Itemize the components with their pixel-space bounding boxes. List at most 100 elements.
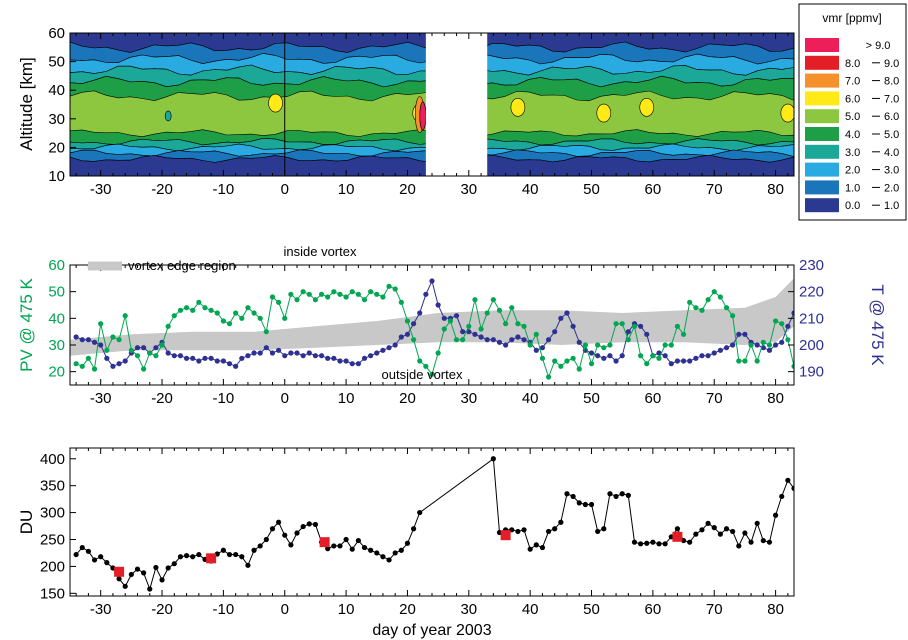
x-tick-label: 0: [281, 601, 289, 618]
pv-point: [417, 358, 423, 364]
pv-point: [748, 342, 754, 348]
temperature-point: [466, 329, 472, 335]
ozone-point: [588, 501, 595, 508]
pv-point: [368, 289, 374, 295]
ozone-point: [147, 586, 153, 592]
temperature-point: [723, 345, 730, 351]
pv-point: [662, 342, 668, 348]
temperature-point: [754, 342, 760, 348]
pv-point: [337, 291, 343, 297]
pv-point: [220, 318, 226, 324]
pv-point: [607, 342, 613, 348]
pv-point: [208, 307, 214, 313]
pv-point: [263, 329, 269, 335]
ozone-point: [760, 537, 766, 544]
pv-point: [91, 366, 98, 372]
x-tick-label: 10: [338, 601, 355, 618]
ozone-point: [294, 530, 300, 536]
temperature-point: [668, 361, 674, 367]
pv-point: [361, 297, 368, 303]
y-tick-label: 350: [40, 478, 65, 495]
ozone-point: [545, 528, 552, 535]
ozone-point: [607, 491, 613, 497]
pv-point: [644, 361, 650, 367]
pv-point: [196, 299, 202, 305]
pv-point: [349, 289, 355, 295]
ozone-point: [779, 493, 785, 500]
y-tick-label: 10: [48, 168, 65, 185]
ozone-point: [337, 543, 343, 549]
ozone-point: [785, 477, 791, 483]
ozone-point: [196, 551, 202, 558]
ozone-point: [711, 525, 717, 531]
temperature-point: [503, 342, 509, 348]
pv-point: [288, 291, 294, 297]
pv-point: [226, 321, 233, 327]
temperature-point: [687, 358, 693, 364]
temperature-point: [533, 347, 539, 353]
ozone-point: [662, 541, 668, 547]
x-tick-label: 70: [706, 601, 723, 618]
y-tick-label: 20: [48, 364, 65, 381]
pv-point: [484, 310, 490, 316]
pv-point: [165, 323, 171, 329]
pv-temperature-series: [73, 278, 794, 380]
temperature-point: [282, 353, 288, 359]
pv-point: [141, 366, 147, 372]
temperature-point: [607, 353, 613, 359]
pv-point: [392, 286, 398, 292]
y-tick-label: 210: [799, 310, 824, 327]
ozone-point: [257, 543, 263, 549]
legend-swatch: [805, 109, 839, 124]
ozone-point: [748, 539, 754, 545]
panel2-axes: -30 -20 -10 0 10 20 30 40 50 60 70 80 20 30 40 50 60 190 2…: [48, 257, 824, 407]
x-tick-label: -20: [151, 390, 173, 407]
pv-point: [122, 313, 128, 319]
panel3-axes: -30 -20 -10 0 10 20 30 40 50 60 70 80 150 200 250 300 35…: [40, 448, 789, 618]
temperature-point: [453, 313, 460, 319]
temperature-point: [276, 347, 282, 353]
legend-label-max: 1.0: [884, 200, 899, 212]
legend-swatch: [805, 162, 839, 177]
ozone-point: [91, 557, 98, 563]
x-tick-label: 20: [399, 601, 416, 618]
x-tick-label: 50: [583, 390, 600, 407]
legend-label-max: 3.0: [884, 165, 899, 177]
y-tick-label: 400: [40, 451, 65, 468]
x-tick-label: -20: [151, 181, 173, 198]
y-tick-label: 40: [48, 310, 65, 327]
temperature-point: [98, 342, 104, 348]
temperature-point: [588, 350, 595, 356]
ozone-point: [276, 519, 282, 525]
temperature-point: [79, 337, 85, 343]
ozone-marker-square: [500, 530, 511, 541]
pv-point: [558, 363, 564, 369]
ozone-point: [539, 544, 546, 551]
temperature-point: [269, 350, 276, 356]
ozone-point: [226, 551, 233, 558]
ozone-point: [355, 537, 361, 544]
pv-point: [153, 353, 159, 359]
temperature-point: [441, 315, 447, 321]
temperature-point: [558, 315, 564, 321]
x-tick-label: -30: [90, 390, 112, 407]
ozone-point: [306, 521, 312, 527]
temperature-point: [226, 361, 233, 367]
pv-point: [404, 318, 411, 324]
x-tick-label: 50: [583, 181, 600, 198]
pv-point: [595, 342, 601, 348]
temperature-point: [766, 347, 773, 353]
pv-point: [478, 326, 484, 332]
pv-point: [687, 299, 693, 305]
pv-point: [233, 310, 239, 316]
temperature-point: [490, 337, 496, 343]
pv-point: [202, 305, 208, 311]
pv-point: [723, 305, 730, 311]
pv-point: [128, 347, 134, 353]
temperature-point: [509, 337, 515, 343]
y-tick-label: 300: [40, 505, 65, 522]
y-tick-label: 50: [48, 284, 65, 301]
ozone-point: [79, 544, 85, 551]
ozone-point: [183, 553, 190, 559]
temperature-point: [73, 334, 79, 340]
